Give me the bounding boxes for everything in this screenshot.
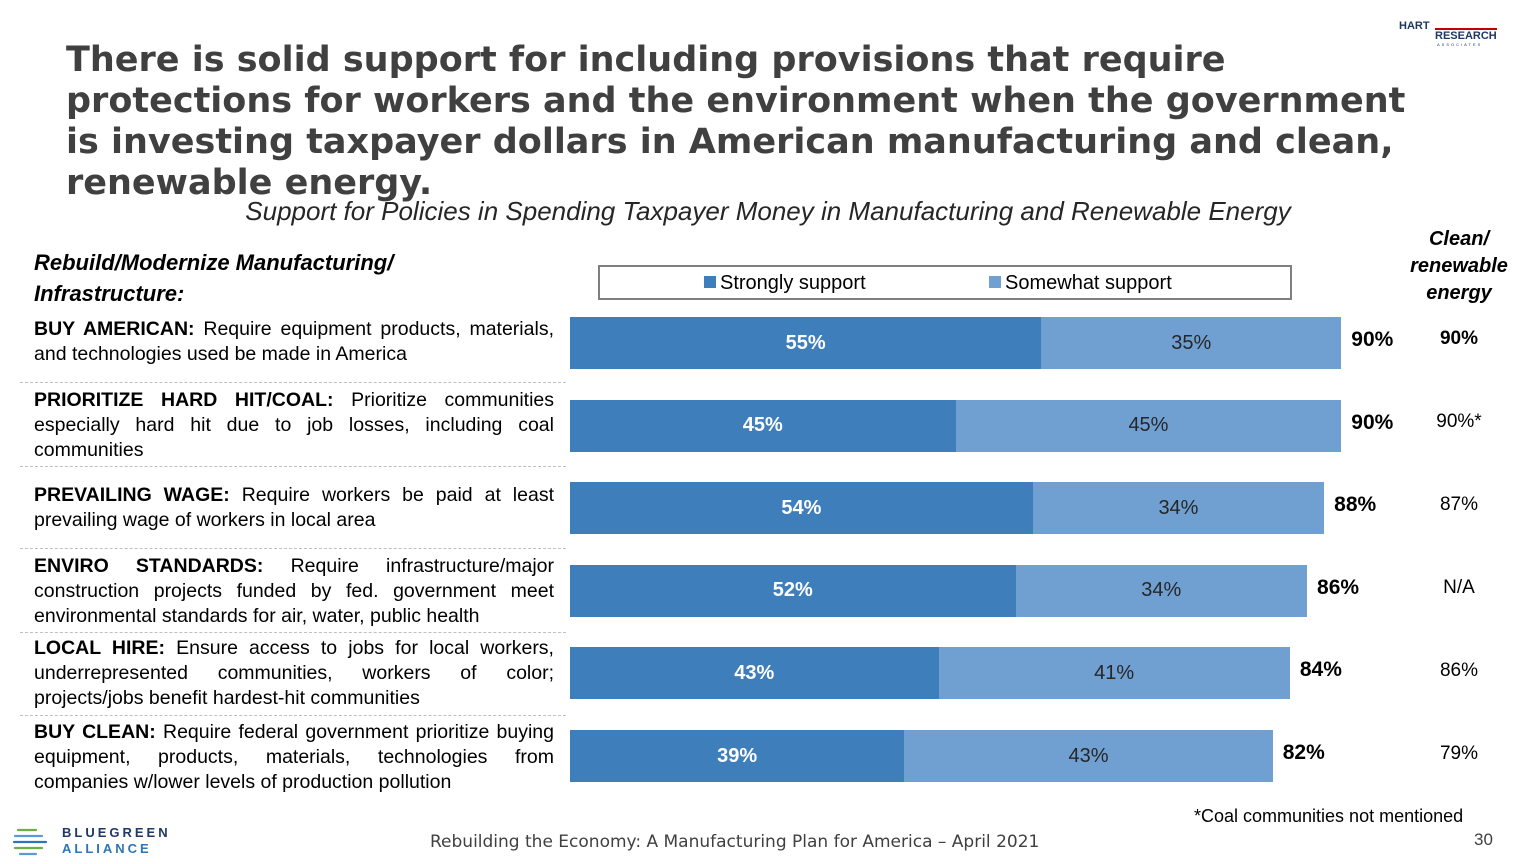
alliance-logo-text: ALLIANCE xyxy=(62,841,152,856)
bar-total-label: 88% xyxy=(1334,493,1377,517)
clean-energy-column-heading: Clean/ renewable energy xyxy=(1410,228,1508,304)
bar-somewhat-support: 35% xyxy=(1041,317,1342,369)
hart-research-logo: HART RESEARCH ASSOCIATES xyxy=(1399,20,1511,47)
bar-strongly-support: 39% xyxy=(570,730,905,782)
legend-swatch-somewhat xyxy=(989,276,1001,288)
bar-somewhat-support: 43% xyxy=(904,730,1273,782)
legend-swatch-strongly xyxy=(704,276,716,288)
page-number: 30 xyxy=(1474,830,1493,849)
row-label-prevailing-wage: PREVAILING WAGE: Require workers be paid… xyxy=(34,484,554,531)
row-label-prioritize-hard-hit: PRIORITIZE HARD HIT/COAL: Prioritize com… xyxy=(34,389,555,461)
bar-somewhat-support: 34% xyxy=(1032,482,1325,535)
legend-item-somewhat: Somewhat support xyxy=(989,272,1172,295)
bar-total-label: 82% xyxy=(1282,741,1325,764)
bar-strongly-support: 54% xyxy=(570,482,1033,535)
clean-value: N/A xyxy=(1443,577,1475,598)
bar-total-label: 86% xyxy=(1317,575,1360,599)
bluegreen-globe-icon xyxy=(12,828,48,856)
row-label-enviro-standards: ENVIRO STANDARDS: Require infrastructure… xyxy=(34,555,554,627)
row-separator xyxy=(20,632,566,633)
bar-somewhat-support: 45% xyxy=(955,399,1342,452)
bar-strongly-support: 55% xyxy=(570,317,1042,369)
row-separator xyxy=(20,548,566,549)
clean-value: 87% xyxy=(1439,494,1479,515)
logo-hart-word: HART xyxy=(1399,20,1430,32)
bar-somewhat-support: 34% xyxy=(1015,564,1307,617)
footer-text: Rebuilding the Economy: A Manufacturing … xyxy=(430,832,1040,852)
chart-title: Support for Policies in Spending Taxpaye… xyxy=(245,196,1291,226)
page-title: There is solid support for including pro… xyxy=(66,40,1406,203)
row-label-buy-clean: BUY CLEAN: Require federal government pr… xyxy=(34,721,554,793)
bar-strongly-support: 52% xyxy=(570,564,1016,617)
footnote: *Coal communities not mentioned xyxy=(1194,806,1464,826)
row-label-local-hire: LOCAL HIRE: Ensure access to jobs for lo… xyxy=(34,637,554,709)
clean-value: 90% xyxy=(1439,328,1479,349)
row-separator xyxy=(20,466,566,467)
bluegreen-logo-text: BLUEGREEN xyxy=(62,825,171,840)
clean-value: 86% xyxy=(1439,660,1479,681)
bar-strongly-support: 43% xyxy=(570,647,939,700)
bar-total-label: 90% xyxy=(1351,328,1394,351)
row-label-buy-american: BUY AMERICAN: Require equipment products… xyxy=(34,318,554,365)
bar-total-label: 84% xyxy=(1299,658,1342,682)
logo-research-word: RESEARCH xyxy=(1435,28,1497,42)
bar-somewhat-support: 41% xyxy=(938,647,1290,700)
section-heading: Rebuild/Modernize Manufacturing/ Infrast… xyxy=(34,250,394,306)
row-separator xyxy=(20,715,566,716)
legend-item-strongly: Strongly support xyxy=(704,272,866,295)
row-separator xyxy=(20,382,566,383)
chart-legend: Strongly support Somewhat support xyxy=(598,265,1292,300)
clean-value: 79% xyxy=(1439,743,1479,764)
logo-associates-word: ASSOCIATES xyxy=(1437,42,1483,47)
bar-total-label: 90% xyxy=(1351,410,1394,434)
clean-value: 90%* xyxy=(1436,411,1482,432)
bar-strongly-support: 45% xyxy=(570,399,956,452)
